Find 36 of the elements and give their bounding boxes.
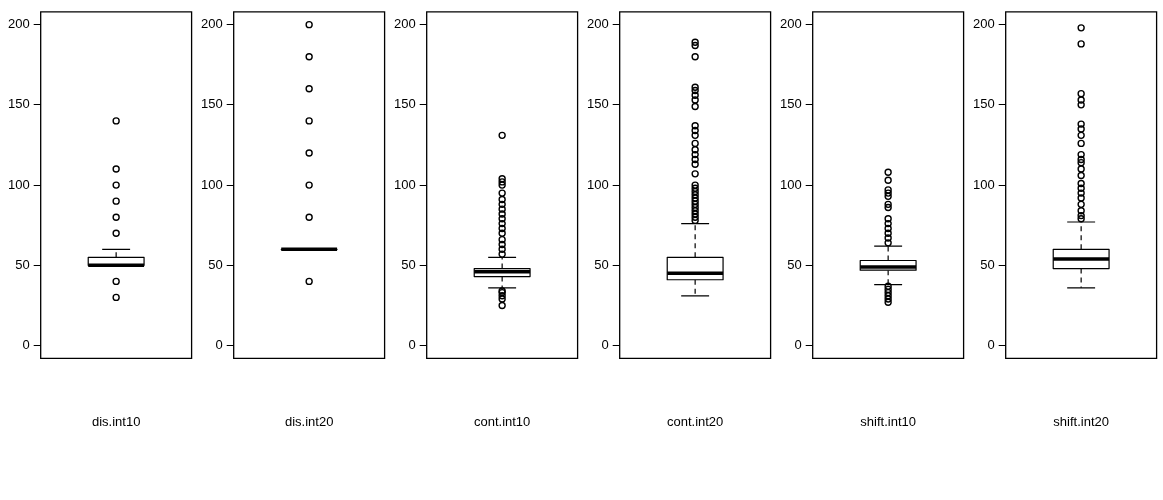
y-tick-label: 200 — [393, 16, 416, 32]
y-tick-label: 150 — [972, 96, 995, 112]
x-tick-label: shift.int20 — [1053, 413, 1109, 429]
x-tick-label: cont.int20 — [666, 413, 724, 429]
y-tick-label: 150 — [393, 96, 416, 112]
y-tick-label: 100 — [393, 176, 416, 192]
x-tick-label: shift.int10 — [860, 413, 916, 429]
y-tick-label: 200 — [7, 16, 30, 32]
y-tick-label: 100 — [586, 176, 609, 192]
y-tick-label: 50 — [594, 256, 609, 272]
y-tick-label: 150 — [200, 96, 223, 112]
y-tick-label: 150 — [7, 96, 30, 112]
x-tick-label: dis.int10 — [91, 413, 141, 429]
x-tick-label: cont.int10 — [473, 413, 531, 429]
y-tick-label: 200 — [200, 16, 223, 32]
y-tick-label: 200 — [972, 16, 995, 32]
y-tick-label: 150 — [586, 96, 609, 112]
y-tick-label: 0 — [601, 337, 609, 353]
y-tick-label: 50 — [15, 256, 30, 272]
y-tick-label: 0 — [408, 337, 416, 353]
y-tick-label: 100 — [7, 176, 30, 192]
x-tick-label: dis.int20 — [284, 413, 334, 429]
y-tick-label: 50 — [980, 256, 995, 272]
y-tick-label: 50 — [208, 256, 223, 272]
y-tick-label: 100 — [779, 176, 802, 192]
y-tick-label: 100 — [200, 176, 223, 192]
y-tick-label: 200 — [586, 16, 609, 32]
y-tick-label: 50 — [787, 256, 802, 272]
y-tick-label: 100 — [972, 176, 995, 192]
y-tick-label: 200 — [779, 16, 802, 32]
y-tick-label: 50 — [401, 256, 416, 272]
y-tick-label: 0 — [794, 337, 802, 353]
y-tick-label: 0 — [22, 337, 30, 353]
y-tick-label: 150 — [779, 96, 802, 112]
y-tick-label: 0 — [987, 337, 995, 353]
y-tick-label: 0 — [215, 337, 223, 353]
